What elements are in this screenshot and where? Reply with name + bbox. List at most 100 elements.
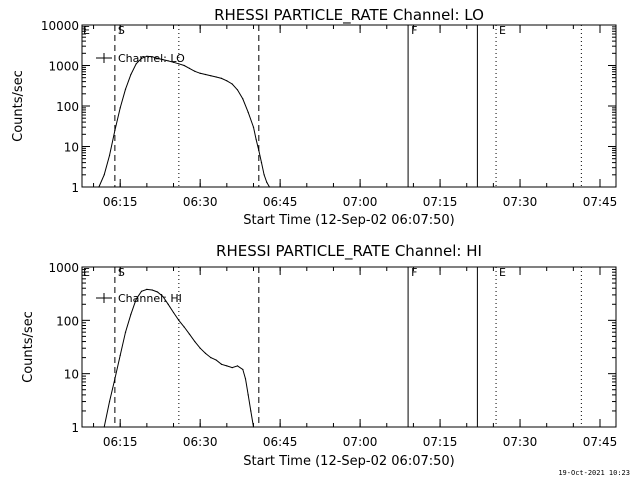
plot-frame <box>81 24 617 188</box>
data-point <box>188 333 191 335</box>
data-point <box>114 129 116 131</box>
data-point <box>242 98 244 100</box>
data-point <box>231 366 233 369</box>
y-tick-label: 10 <box>64 141 79 155</box>
data-point <box>226 365 228 367</box>
data-point <box>183 64 185 67</box>
data-point <box>194 70 196 72</box>
data-point <box>247 111 249 113</box>
data-point <box>124 331 127 333</box>
data-point <box>151 56 153 58</box>
data-point <box>242 368 244 371</box>
x-tick-label: 07:15 <box>423 435 458 449</box>
data-point <box>252 126 255 128</box>
data-point <box>247 394 249 396</box>
data-point <box>146 288 148 291</box>
data-point <box>255 138 257 140</box>
chart-title: RHESSI PARTICLE_RATE Channel: HI <box>216 242 482 261</box>
x-tick-label: 07:45 <box>583 195 618 209</box>
y-tick-label: 10 <box>64 368 79 382</box>
marker-label: S <box>118 266 125 279</box>
marker-label: E <box>499 266 506 279</box>
y-tick-label: 1000 <box>48 60 79 74</box>
data-point <box>140 57 143 59</box>
marker-label: F <box>411 24 417 37</box>
y-tick-label: 1000 <box>48 261 79 275</box>
data-point <box>162 295 164 298</box>
data-point <box>130 313 132 315</box>
legend-label: Channel: HI <box>118 292 182 305</box>
data-point <box>167 303 169 305</box>
data-point <box>266 181 268 183</box>
data-point <box>156 57 159 59</box>
data-point <box>250 410 252 412</box>
y-tick-label: 100 <box>56 100 79 114</box>
x-tick-label: 07:00 <box>343 435 378 449</box>
x-tick-label: 06:45 <box>263 195 298 209</box>
data-point <box>172 61 175 63</box>
data-point <box>236 89 239 91</box>
y-axis-label: Counts/sec <box>21 311 36 383</box>
data-point <box>231 83 233 85</box>
data-point <box>98 186 100 188</box>
data-point <box>178 319 180 321</box>
x-tick-label: 07:30 <box>503 435 538 449</box>
data-point <box>167 60 169 62</box>
y-tick-label: 100 <box>56 314 79 328</box>
data-point <box>210 75 212 77</box>
series-line <box>98 55 270 188</box>
data-point <box>178 63 180 65</box>
data-point <box>226 80 228 82</box>
x-tick-label: 07:30 <box>503 195 538 209</box>
data-point <box>119 354 121 357</box>
plot-frame <box>81 266 617 428</box>
x-tick-label: 06:15 <box>103 195 138 209</box>
data-point <box>146 55 148 57</box>
data-point <box>263 174 265 176</box>
data-point <box>103 426 105 428</box>
data-point <box>135 298 137 300</box>
data-point <box>199 72 201 74</box>
panel-1: RHESSI PARTICLE_RATE Channel: LO 06:15 06:… <box>11 6 617 228</box>
y-tick-label: 1 <box>71 181 79 195</box>
data-point <box>103 174 105 176</box>
series-line <box>103 288 254 428</box>
data-point <box>114 378 116 380</box>
panel-2: RHESSI PARTICLE_RATE Channel: HI 06:15 06:… <box>21 242 617 469</box>
data-point <box>220 77 223 80</box>
marker-label: F <box>411 266 417 279</box>
data-point <box>194 340 196 343</box>
x-tick-label: 07:00 <box>343 195 378 209</box>
marker-label: S <box>118 24 125 37</box>
data-point <box>140 290 143 292</box>
date-stamp: 19-Oct-2021 10:23 <box>558 469 630 477</box>
legend-label: Channel: LO <box>118 52 185 65</box>
data-point <box>108 154 111 157</box>
data-point <box>124 88 127 90</box>
data-point <box>204 352 207 354</box>
x-axis-label: Start Time (12-Sep-02 06:07:50) <box>243 213 454 228</box>
marker-label: E <box>499 24 506 37</box>
data-point <box>162 58 164 61</box>
x-tick-label: 06:30 <box>183 195 218 209</box>
data-point <box>215 76 217 78</box>
data-point <box>151 289 153 291</box>
x-tick-label: 07:45 <box>583 435 618 449</box>
data-point <box>220 363 223 365</box>
data-point <box>172 311 175 314</box>
data-point <box>108 400 111 403</box>
x-tick-label: 06:45 <box>263 435 298 449</box>
data-point <box>252 426 255 428</box>
data-point <box>204 73 207 76</box>
data-point <box>156 291 159 293</box>
x-tick-label: 06:30 <box>183 435 218 449</box>
data-point <box>215 359 217 361</box>
data-point <box>260 162 263 164</box>
corner-label: E <box>83 266 90 279</box>
data-point <box>210 357 212 359</box>
y-axis-label: Counts/sec <box>11 70 26 142</box>
x-axis-label: Start Time (12-Sep-02 06:07:50) <box>243 454 454 469</box>
x-tick-label: 06:15 <box>103 435 138 449</box>
data-point <box>258 149 260 152</box>
